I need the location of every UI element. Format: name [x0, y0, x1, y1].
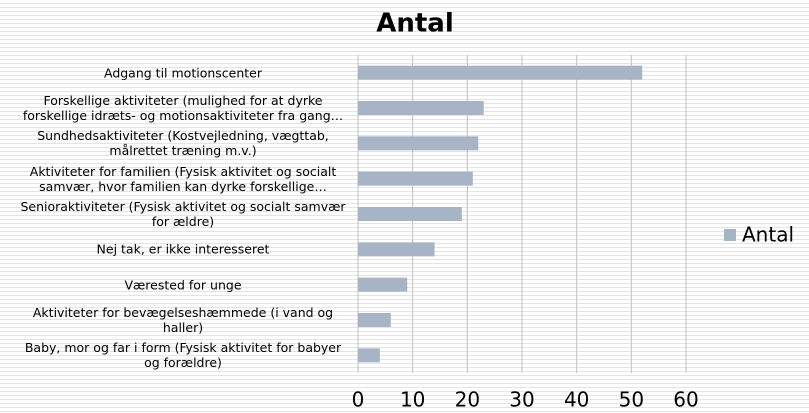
y-tick-label: Aktiviteter for familien (Fysisk aktivit… — [29, 163, 337, 194]
x-tick-label: 10 — [400, 388, 425, 412]
chart-title: Antal — [376, 9, 454, 39]
x-tick-label: 50 — [619, 388, 644, 412]
y-tick-label: Baby, mor og far i form (Fysisk aktivite… — [24, 340, 342, 371]
bar — [358, 136, 479, 151]
y-tick-label: Adgang til motionscenter — [103, 65, 262, 81]
bar — [358, 313, 391, 327]
y-tick-label: Sundhedsaktiviteter (Kostvejledning, væg… — [37, 128, 329, 159]
y-tick-label: Værested for unge — [124, 277, 242, 293]
legend-swatch — [724, 229, 736, 241]
bar — [358, 101, 484, 115]
bar — [358, 207, 462, 221]
y-tick-label: Senioraktiviteter (Fysisk aktivitet og s… — [20, 199, 346, 229]
y-tick-label: Nej tak, er ikke interesseret — [96, 241, 270, 257]
y-tick-label: Aktiviteter for bevægelseshæmmede (i van… — [32, 305, 334, 335]
x-tick-label: 60 — [673, 388, 698, 412]
bar — [358, 348, 380, 363]
x-tick-label: 0 — [352, 388, 365, 412]
bar — [358, 65, 643, 80]
x-tick-label: 20 — [455, 388, 480, 412]
y-tick-label: Forskellige aktiviteter (mulighed for at… — [22, 93, 344, 123]
x-tick-label: 30 — [509, 388, 534, 412]
bar — [358, 242, 435, 257]
bar — [358, 277, 408, 292]
x-tick-label: 40 — [564, 388, 589, 412]
bar — [358, 171, 473, 186]
legend-label: Antal — [742, 223, 794, 247]
